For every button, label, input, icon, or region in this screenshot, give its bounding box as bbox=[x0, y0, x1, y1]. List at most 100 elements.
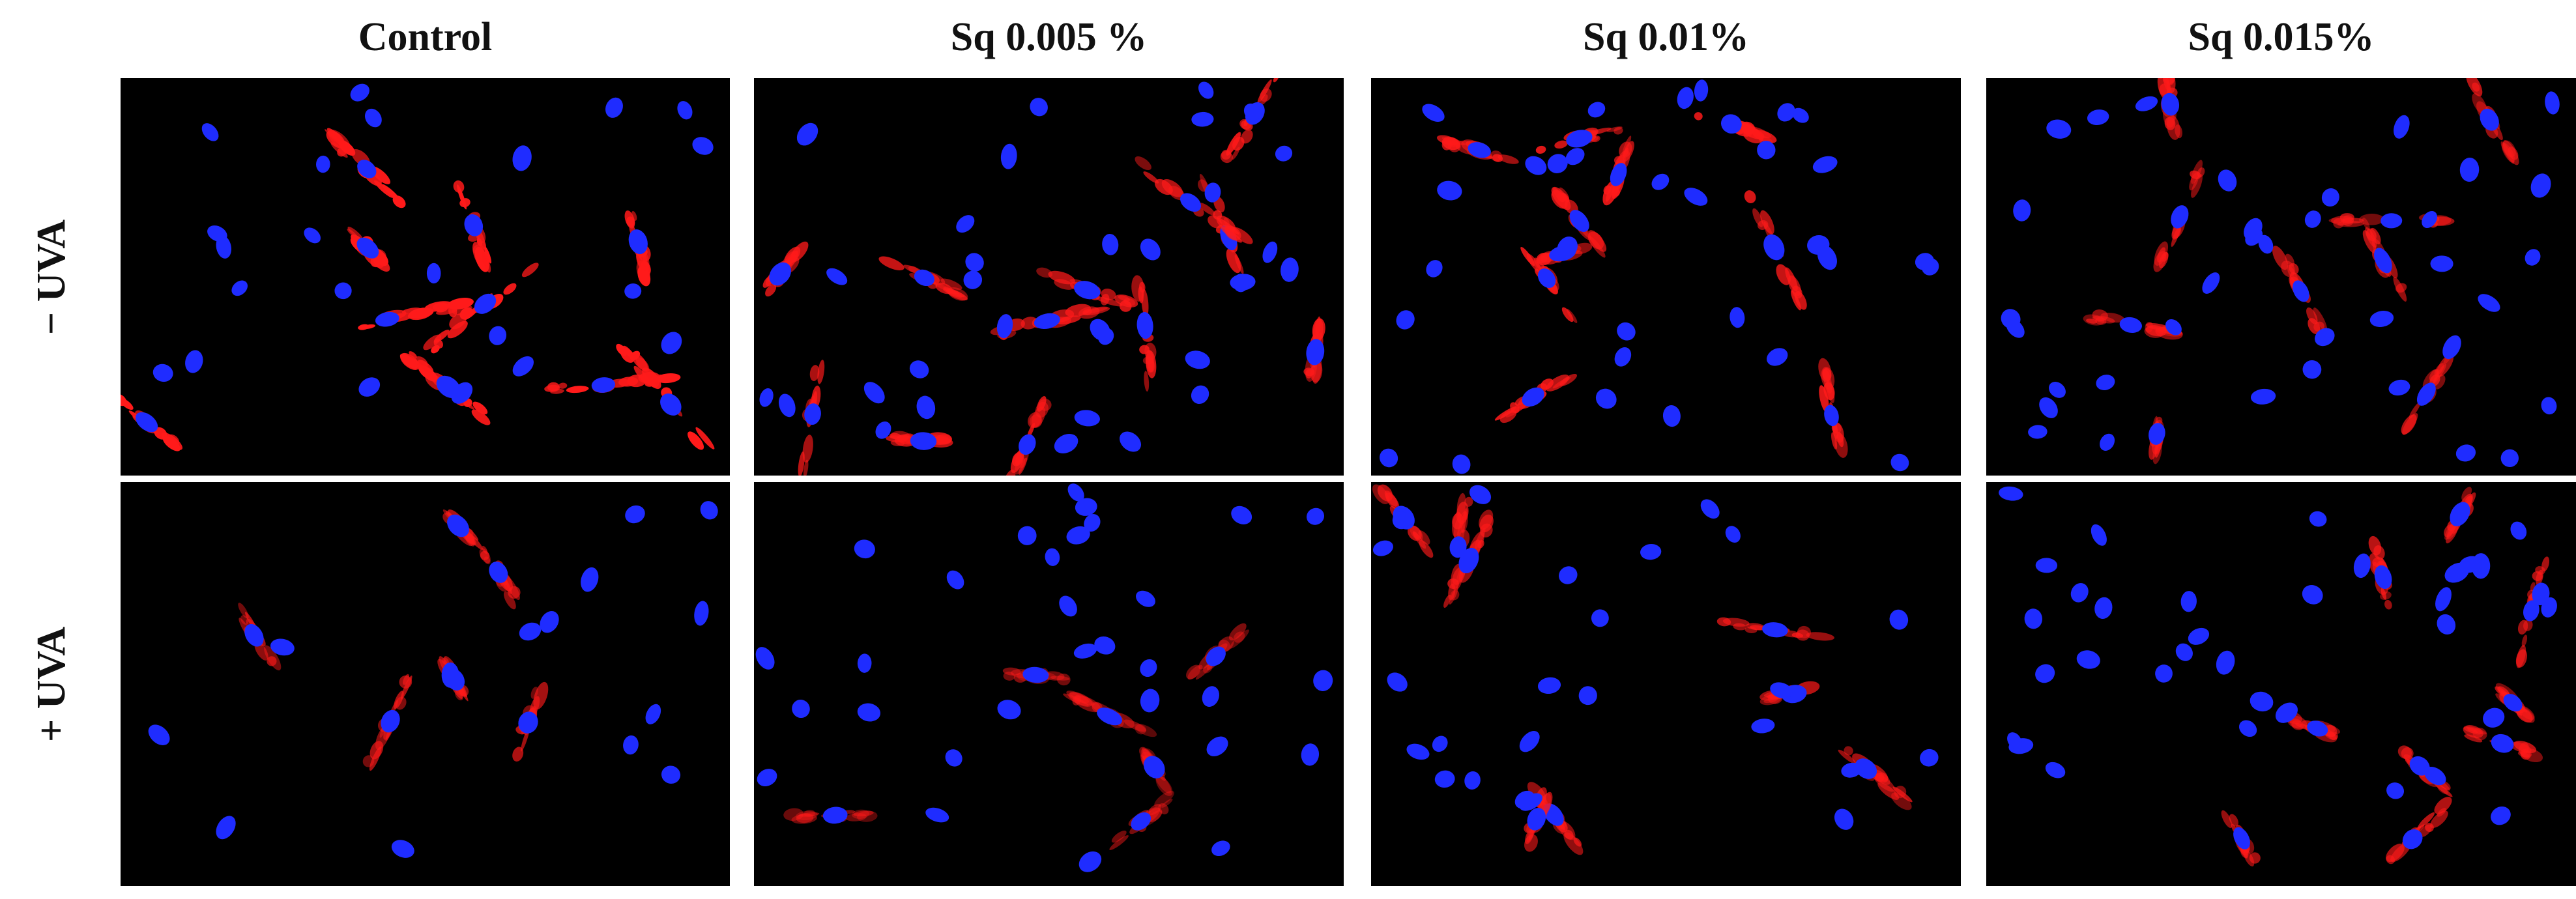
nucleus bbox=[1136, 590, 1155, 607]
nucleus bbox=[1185, 350, 1210, 369]
nucleus bbox=[451, 382, 473, 404]
micrograph-minus-uva-sq-0005 bbox=[754, 78, 1344, 476]
nucleus bbox=[645, 704, 661, 724]
nucleus bbox=[1519, 731, 1540, 752]
nucleus bbox=[1301, 743, 1320, 766]
nucleus bbox=[2369, 311, 2394, 327]
nucleus bbox=[1729, 307, 1745, 328]
stained-cell bbox=[762, 241, 809, 297]
stained-cell bbox=[1443, 509, 1494, 608]
nucleus bbox=[2422, 210, 2438, 229]
nucleus bbox=[757, 769, 777, 787]
stained-cell bbox=[544, 371, 681, 394]
nucleus bbox=[2238, 720, 2257, 737]
nucleus bbox=[2510, 521, 2527, 540]
nucleus bbox=[1067, 483, 1084, 502]
nucleus bbox=[1677, 87, 1694, 109]
stained-cell bbox=[1135, 156, 1253, 244]
nucleus bbox=[1406, 743, 1430, 760]
nucleus bbox=[1587, 102, 1606, 118]
nucleus bbox=[2218, 169, 2237, 192]
nucleus bbox=[1045, 548, 1060, 566]
nucleus bbox=[1464, 771, 1481, 790]
stained-cell bbox=[1602, 136, 1634, 206]
nucleus bbox=[1140, 238, 1161, 261]
nucleus bbox=[426, 263, 441, 284]
nucleus bbox=[2216, 650, 2235, 675]
nucleus bbox=[2250, 691, 2274, 712]
nucleus bbox=[1595, 388, 1617, 409]
micrograph-plus-uva-sq-0005-canvas bbox=[755, 483, 1333, 872]
nucleus bbox=[2430, 255, 2453, 272]
nucleus bbox=[2478, 294, 2500, 312]
stained-cell bbox=[362, 674, 412, 771]
nucleus bbox=[2455, 444, 2476, 462]
nucleus bbox=[1191, 111, 1214, 127]
micrograph-plus-uva-sq-0015-canvas bbox=[1999, 486, 2557, 866]
stained-cell bbox=[1694, 112, 1777, 146]
nucleus bbox=[1000, 143, 1017, 169]
nucleus bbox=[2530, 173, 2551, 198]
nucleus bbox=[1281, 257, 1299, 282]
nucleus bbox=[755, 647, 775, 670]
nucleus bbox=[2039, 397, 2058, 418]
stained-cell bbox=[1004, 396, 1052, 476]
nucleus bbox=[945, 749, 962, 767]
nucleus bbox=[391, 840, 414, 858]
nucleus bbox=[1231, 506, 1252, 524]
nucleus bbox=[1469, 485, 1492, 504]
nucleus bbox=[1662, 405, 1681, 427]
nucleus bbox=[875, 421, 891, 439]
micrograph-plus-uva-control bbox=[121, 482, 730, 886]
nucleus bbox=[1452, 454, 1471, 474]
stained-cell bbox=[1524, 787, 1553, 852]
nucleus bbox=[231, 280, 248, 296]
nucleus bbox=[1202, 686, 1219, 707]
nucleus bbox=[207, 225, 227, 242]
stained-cell bbox=[878, 256, 968, 301]
stained-cell bbox=[1063, 691, 1157, 737]
nucleus bbox=[2096, 375, 2115, 390]
stained-cell bbox=[1494, 373, 1577, 423]
stained-cell bbox=[2386, 797, 2452, 864]
nucleus bbox=[1725, 526, 1741, 543]
nucleus bbox=[152, 364, 173, 382]
stained-cell bbox=[1551, 186, 1607, 258]
nucleus bbox=[1999, 486, 2023, 501]
nucleus bbox=[1557, 236, 1578, 259]
nucleus bbox=[2315, 328, 2335, 347]
stained-cell bbox=[325, 128, 406, 208]
micrograph-minus-uva-control bbox=[121, 78, 730, 476]
nucleus bbox=[2459, 157, 2480, 182]
nucleus bbox=[2094, 597, 2113, 620]
nucleus bbox=[1313, 670, 1333, 691]
stained-cell bbox=[624, 210, 651, 287]
nucleus bbox=[1120, 431, 1142, 452]
stained-cell bbox=[798, 360, 825, 476]
nucleus bbox=[201, 123, 219, 141]
nucleus bbox=[956, 215, 975, 233]
stained-cell bbox=[2495, 683, 2535, 723]
column-title-sq-0005: Sq 0.005 % bbox=[950, 15, 1148, 59]
nucleus bbox=[1770, 682, 1793, 699]
nucleus bbox=[2353, 553, 2371, 578]
stained-cell bbox=[616, 343, 715, 450]
nucleus bbox=[1075, 498, 1097, 516]
nucleus bbox=[1307, 507, 1325, 525]
nucleus bbox=[2188, 627, 2210, 645]
nucleus bbox=[2013, 199, 2031, 221]
nucleus bbox=[1920, 749, 1939, 767]
micrograph-minus-uva-sq-001 bbox=[1371, 78, 1961, 476]
nucleus bbox=[623, 735, 639, 755]
nucleus bbox=[1074, 410, 1100, 427]
micrograph-minus-uva-sq-0015 bbox=[1986, 78, 2576, 476]
stained-cell bbox=[1002, 666, 1071, 686]
stained-cell bbox=[2157, 78, 2182, 140]
stained-cell bbox=[1139, 747, 1173, 796]
nucleus bbox=[2435, 587, 2452, 612]
stained-cell bbox=[990, 304, 1110, 341]
nucleus bbox=[1422, 104, 1445, 122]
stained-cell bbox=[886, 431, 953, 450]
nucleus bbox=[2202, 272, 2220, 294]
nucleus bbox=[909, 360, 929, 378]
